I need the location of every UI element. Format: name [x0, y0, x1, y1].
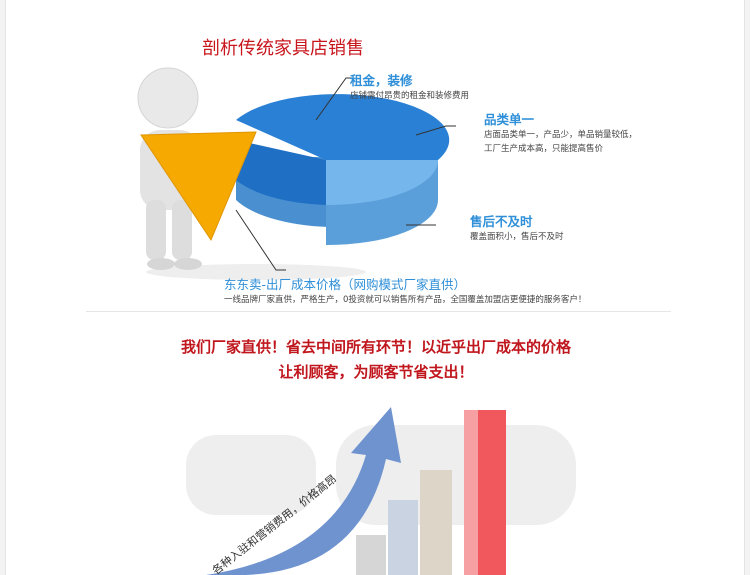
bar-3: [420, 470, 452, 575]
bar-1: [356, 535, 386, 575]
bar-2: [388, 500, 418, 575]
section-title: 剖析传统家具店销售: [202, 38, 364, 59]
callout-factory: 东东卖-出厂成本价格（网购模式厂家直供） 一线品牌厂家直供，严格生产，0投资就可…: [224, 274, 586, 307]
callout-heading: 售后不及时: [470, 214, 533, 229]
callout-rent: 租金，装修 店铺需付昂贵的租金和装修费用: [350, 70, 469, 103]
pie-chart: [140, 94, 450, 246]
shadow: [146, 264, 366, 280]
callout-desc: 一线品牌厂家直供，严格生产，0投资就可以销售所有产品，全国覆盖加盟店更便捷的服务…: [224, 295, 587, 305]
pie-slice-aftersale: [326, 160, 438, 206]
callout-heading: 品类单一: [484, 112, 535, 127]
callout-lines: [235, 77, 456, 271]
callout-desc: 店铺需付昂贵的租金和装修费用: [350, 91, 470, 101]
slogan-line-2: 让利顾客，为顾客节省支出！: [278, 363, 474, 381]
slogan-line-1: 我们厂家直供！省去中间所有环节！以近乎出厂成本的价格: [180, 338, 571, 356]
callout-heading: 租金，装修: [350, 73, 413, 88]
callout-desc: 工厂生产成本高，只能提高售价: [484, 144, 604, 154]
pie-slice-factory: [140, 131, 257, 242]
callout-aftersale: 售后不及时 覆盖面积小，售后不及时: [470, 211, 564, 244]
divider: [86, 311, 671, 312]
pie-illustration: [137, 67, 456, 280]
callout-heading: 东东卖-出厂成本价格（网购模式厂家直供）: [224, 277, 467, 292]
rising-arrow: [206, 407, 401, 575]
pie-slice-rent: [236, 94, 450, 160]
price-illustration: 各种入驻和营销费用，价格高昂: [186, 407, 576, 575]
product-detail-panel: 剖析传统家具店销售 租金，装修 店铺需付昂贵的租: [5, 0, 745, 575]
callout-category: 品类单一 店面品类单一，产品少，单品销量较低， 工厂生产成本高，只能提高售价: [484, 109, 637, 156]
callout-desc: 覆盖面积小，售后不及时: [470, 232, 564, 242]
callout-desc: 店面品类单一，产品少，单品销量较低，: [484, 130, 638, 140]
